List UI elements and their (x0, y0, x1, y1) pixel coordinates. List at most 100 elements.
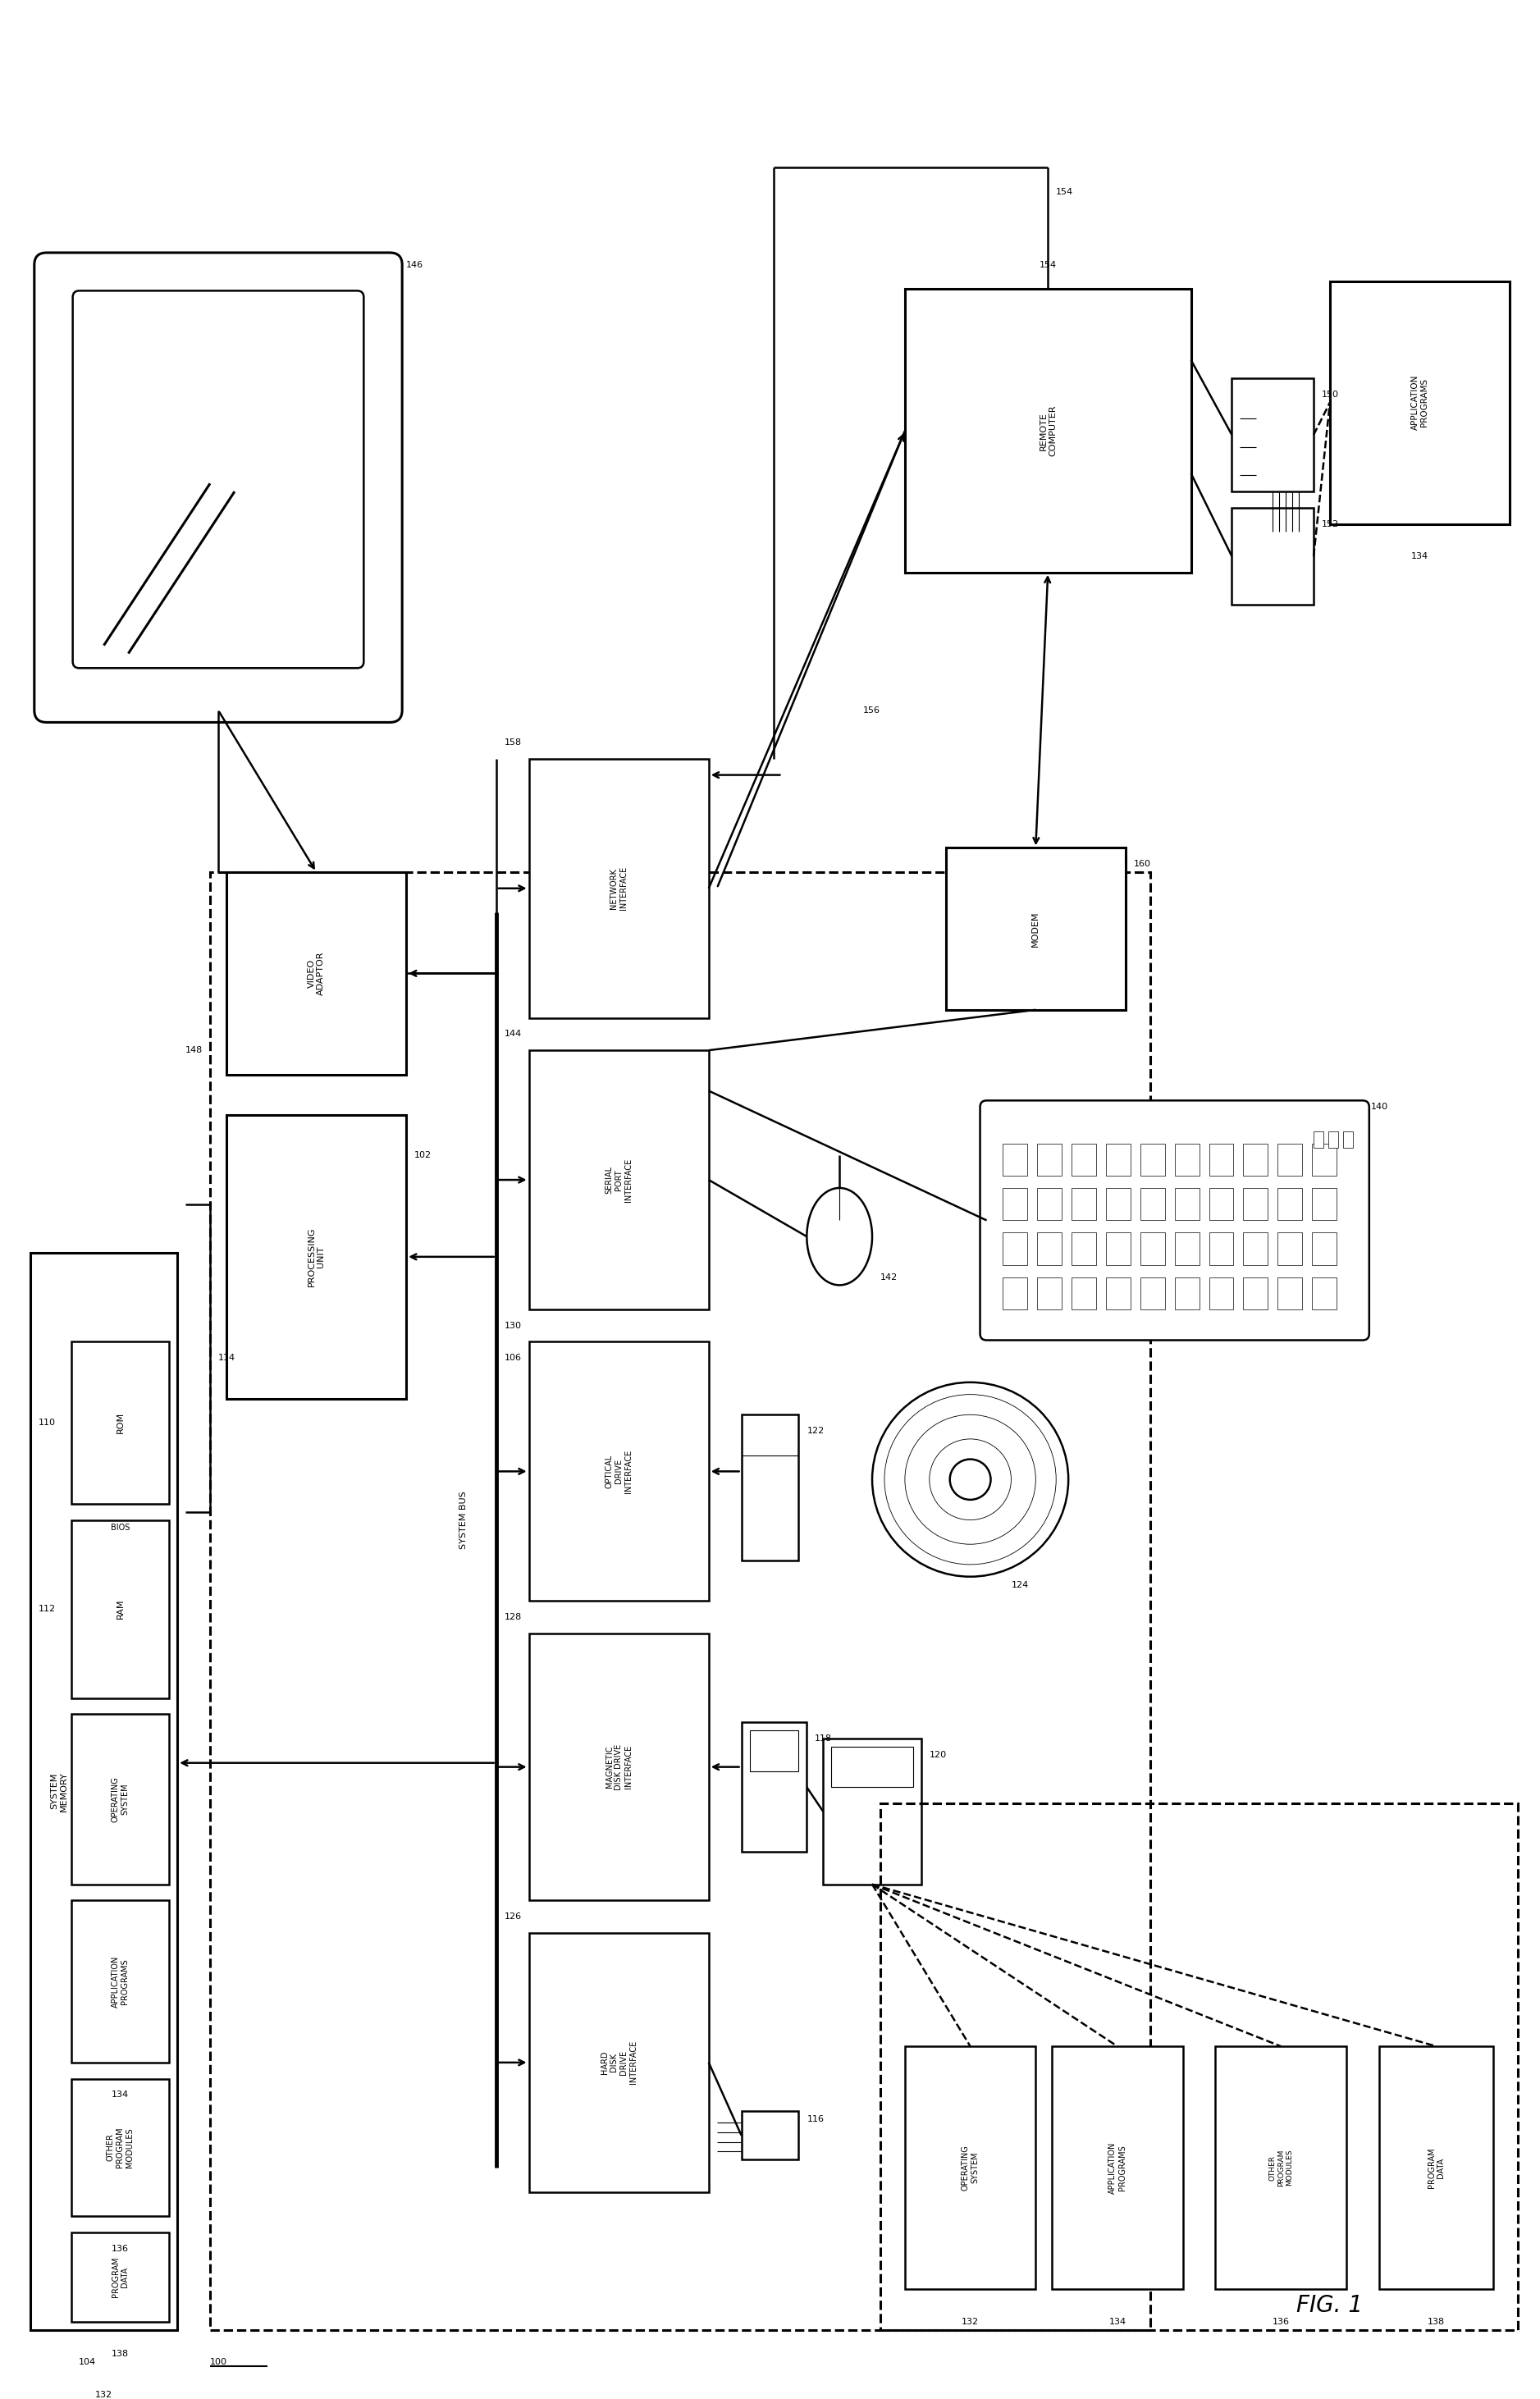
Bar (946, 847, 1126, 1010)
Text: APPLICATION
PROGRAMS: APPLICATION PROGRAMS (111, 1955, 129, 2008)
Bar (226, 1116, 407, 1399)
Ellipse shape (807, 1188, 872, 1286)
Text: 116: 116 (807, 2116, 824, 2123)
Text: VIDEO
ADAPTOR: VIDEO ADAPTOR (308, 952, 325, 996)
Text: APPLICATION
PROGRAMS: APPLICATION PROGRAMS (1411, 374, 1429, 429)
Bar (1243, 1276, 1267, 1310)
Bar (1140, 1144, 1164, 1176)
Text: 124: 124 (1012, 1581, 1029, 1588)
Text: FIG. 1: FIG. 1 (1297, 2293, 1363, 2317)
Text: 118: 118 (815, 1734, 832, 1742)
Bar (1215, 2046, 1346, 2289)
Bar (1232, 379, 1314, 492)
Text: REMOTE
COMPUTER: REMOTE COMPUTER (1040, 405, 1056, 456)
Text: 154: 154 (1040, 261, 1056, 269)
Bar (832, 1746, 913, 1787)
Bar (209, 873, 1150, 2329)
Bar (1072, 1233, 1096, 1264)
Text: PROCESSING
UNIT: PROCESSING UNIT (308, 1226, 325, 1286)
Bar (1343, 1132, 1352, 1147)
Bar (528, 1634, 708, 1900)
Text: SERIAL
PORT
INTERFACE: SERIAL PORT INTERFACE (605, 1159, 633, 1202)
Bar (750, 1730, 799, 1770)
Text: 142: 142 (881, 1274, 898, 1281)
Bar (1278, 1276, 1303, 1310)
Text: OPERATING
SYSTEM: OPERATING SYSTEM (111, 1778, 129, 1823)
Bar (31, 1252, 177, 2329)
Text: OPTICAL
DRIVE
INTERFACE: OPTICAL DRIVE INTERFACE (605, 1449, 633, 1492)
Bar (71, 1341, 169, 1504)
Bar (1175, 1144, 1200, 1176)
Bar (1209, 1233, 1234, 1264)
Text: SYSTEM BUS: SYSTEM BUS (459, 1490, 468, 1550)
Bar (71, 1900, 169, 2063)
Bar (1052, 2046, 1183, 2289)
Text: 136: 136 (1272, 2317, 1289, 2325)
Circle shape (872, 1382, 1069, 1576)
Bar (1003, 1188, 1027, 1221)
Bar (1140, 1233, 1164, 1264)
Text: 128: 128 (504, 1612, 522, 1622)
Bar (824, 1739, 921, 1883)
Bar (1038, 1144, 1061, 1176)
Bar (1209, 1188, 1234, 1221)
Text: 156: 156 (862, 705, 881, 715)
Bar (71, 1521, 169, 1698)
Bar (1243, 1188, 1267, 1221)
Bar (1243, 1144, 1267, 1176)
Text: BIOS: BIOS (111, 1523, 129, 1533)
Bar (1312, 1233, 1337, 1264)
Text: 132: 132 (961, 2317, 979, 2325)
Text: 150: 150 (1321, 391, 1338, 398)
Text: 148: 148 (185, 1046, 203, 1056)
Text: RAM: RAM (116, 1600, 125, 1619)
Text: 106: 106 (504, 1353, 522, 1363)
Text: 160: 160 (1133, 859, 1150, 868)
Text: 126: 126 (504, 1912, 522, 1922)
Bar (1209, 1144, 1234, 1176)
Bar (528, 1341, 708, 1600)
Text: 100: 100 (209, 2358, 228, 2365)
Bar (1003, 1144, 1027, 1176)
Bar (1331, 281, 1509, 523)
Bar (1278, 1188, 1303, 1221)
Bar (1329, 1132, 1338, 1147)
Text: 134: 134 (111, 2092, 129, 2099)
Text: ROM: ROM (116, 1413, 125, 1435)
Bar (1312, 1276, 1337, 1310)
Bar (881, 1804, 1518, 2329)
Text: 152: 152 (1321, 521, 1340, 528)
Text: 134: 134 (1411, 552, 1429, 561)
Bar (71, 2078, 169, 2217)
Text: OPERATING
SYSTEM: OPERATING SYSTEM (961, 2145, 979, 2190)
Bar (1038, 1276, 1061, 1310)
Bar (1106, 1144, 1130, 1176)
Bar (1140, 1188, 1164, 1221)
Text: 144: 144 (504, 1029, 522, 1039)
Bar (1243, 1233, 1267, 1264)
Text: MODEM: MODEM (1032, 912, 1040, 948)
Text: 134: 134 (1109, 2317, 1126, 2325)
FancyBboxPatch shape (979, 1101, 1369, 1341)
Bar (1106, 1276, 1130, 1310)
Text: 132: 132 (95, 2389, 112, 2399)
Bar (1072, 1144, 1096, 1176)
Bar (741, 1722, 807, 1852)
Text: 140: 140 (1371, 1104, 1388, 1111)
Bar (71, 1715, 169, 1883)
Text: PROGRAM
DATA: PROGRAM DATA (1428, 2147, 1445, 2188)
Text: 112: 112 (39, 1605, 55, 1612)
Bar (906, 290, 1190, 573)
Text: 136: 136 (111, 2245, 129, 2253)
Text: 138: 138 (111, 2351, 129, 2358)
Text: 104: 104 (79, 2358, 95, 2365)
Bar (528, 1051, 708, 1310)
Bar (1232, 509, 1314, 605)
Bar (1175, 1233, 1200, 1264)
Text: HARD
DISK
DRIVE
INTERFACE: HARD DISK DRIVE INTERFACE (601, 2042, 638, 2085)
Bar (1072, 1276, 1096, 1310)
Bar (1175, 1276, 1200, 1310)
Bar (1003, 1276, 1027, 1310)
Bar (906, 2046, 1036, 2289)
Bar (741, 2111, 799, 2159)
